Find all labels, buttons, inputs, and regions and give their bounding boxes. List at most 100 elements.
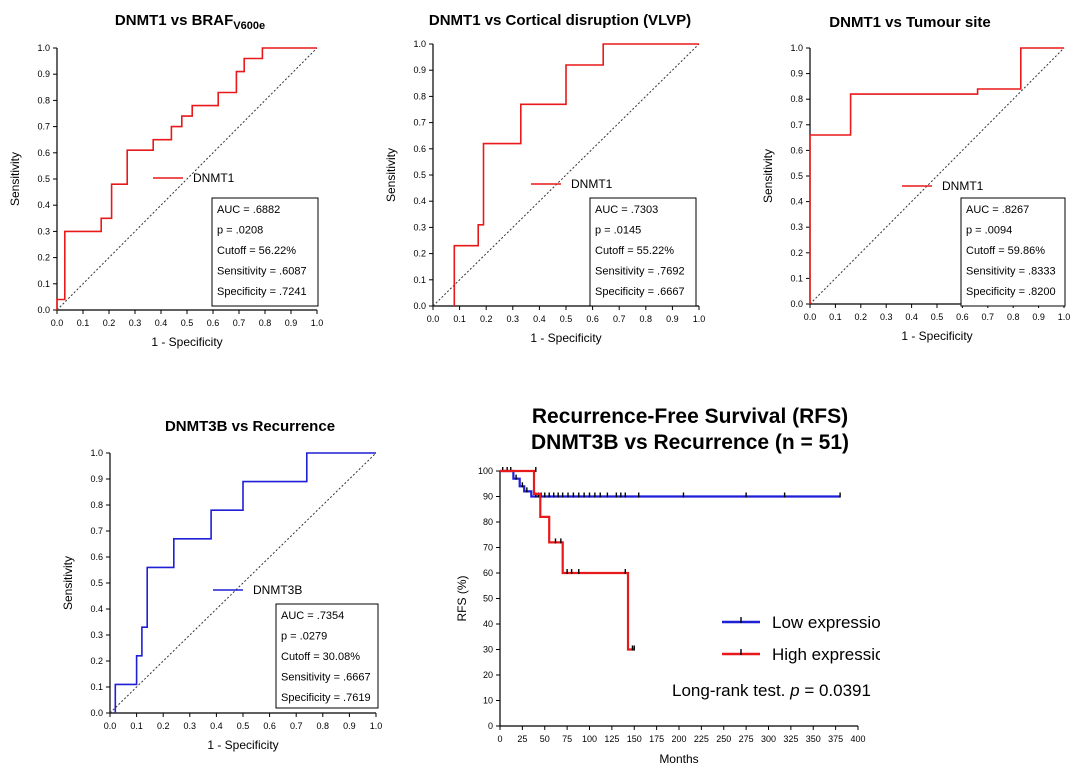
roc4-y-tick-label: 0.0 [90, 708, 103, 718]
km-x-tick-label: 275 [739, 734, 754, 744]
roc2-y-tick-label: 0.3 [413, 222, 426, 232]
roc1-title-sub: V600e [233, 20, 266, 32]
km-x-tick-label: 200 [671, 734, 686, 744]
roc3-x-tick-label: 0.4 [905, 312, 918, 322]
roc4-x-tick-label: 0.8 [317, 721, 330, 731]
roc4-stat-line: Specificity = .7619 [281, 692, 371, 704]
roc3-stat-line: Sensitivity = .8333 [966, 266, 1056, 278]
km-y-tick-label: 60 [483, 568, 493, 578]
roc1-x-tick-label: 1.0 [311, 318, 324, 328]
km-y-tick-label: 90 [483, 492, 493, 502]
roc1-stat-line: AUC = .6882 [217, 204, 280, 216]
roc1-roc-curve [56, 47, 317, 310]
roc4-y-tick-label: 0.8 [90, 500, 103, 510]
km-p-symbol: p [789, 681, 799, 700]
roc3-y-tick-label: 0.8 [790, 94, 803, 104]
km-logrank-text: Long-rank test. p = 0.0391 [672, 681, 871, 700]
roc2-x-tick-label: 0.3 [507, 314, 520, 324]
roc3-y-tick-label: 0.1 [790, 273, 803, 283]
roc3-chart: 0.00.0 0.1 0.1 0.2 0.2 0.3 0.3 0.4 0.4 0.5 0.5 0.6 0… [761, 43, 1070, 343]
km-title-line-2: DNMT3B vs Recurrence (n = 51) [530, 431, 850, 454]
roc3-stat-line: AUC = .8267 [966, 204, 1029, 216]
roc3-legend-label: DNMT1 [942, 179, 984, 193]
km-x-tick-label: 150 [627, 734, 642, 744]
km-x-tick-label: 25 [517, 734, 527, 744]
km-y-tick-label: 100 [478, 466, 493, 476]
roc2-y-tick-label: 0.5 [413, 170, 426, 180]
roc4-stat-line: Sensitivity = .6667 [281, 672, 371, 684]
roc4-stat-line: AUC = .7354 [281, 610, 344, 622]
roc4-stat-line: p = .0279 [281, 631, 327, 643]
roc3-y-tick-label: 0.5 [790, 171, 803, 181]
roc3-reference-line [809, 47, 1065, 305]
km-y-axis-label: RFS (%) [455, 576, 469, 622]
roc3-y-tick-label: 0.7 [790, 120, 803, 130]
roc2-chart: 0.00.0 0.1 0.1 0.2 0.2 0.3 0.3 0.4 0.4 0.5 0.5 0.6 0… [384, 39, 706, 345]
km-x-tick-label: 375 [828, 734, 843, 744]
roc4-y-tick-label: 0.1 [90, 682, 103, 692]
roc2-stat-line: Specificity = .6667 [595, 286, 685, 298]
roc1-y-tick-label: 0.5 [37, 174, 50, 184]
roc2-title: DNMT1 vs Cortical disruption (VLVP) [380, 12, 740, 29]
km-logrank-label: Long-rank test. [672, 681, 790, 700]
roc1-y-tick-label: 0.0 [37, 305, 50, 315]
roc1-stats-box [211, 197, 319, 307]
roc2-x-tick-label: 0.8 [640, 314, 653, 324]
roc4-title-main: DNMT3B vs Recurrence [164, 418, 336, 435]
km-x-tick-label: 350 [806, 734, 821, 744]
roc3-stat-line: p = .0094 [966, 225, 1012, 237]
roc4-x-tick-label: 0.2 [157, 721, 170, 731]
roc1-y-tick-label: 0.8 [37, 95, 50, 105]
roc4-x-tick-label: 0.3 [184, 721, 197, 731]
roc4-roc-curve [114, 452, 376, 713]
roc3-x-tick-label: 0.3 [880, 312, 893, 322]
roc1-y-tick-label: 1.0 [37, 43, 50, 53]
roc1-y-tick-label: 0.4 [37, 200, 50, 210]
roc1-y-tick-label: 0.3 [37, 226, 50, 236]
roc2-y-tick-label: 0.1 [413, 275, 426, 285]
roc2-x-tick-label: 0.2 [480, 314, 493, 324]
km-x-tick-label: 75 [562, 734, 572, 744]
roc2-y-tick-label: 0.4 [413, 196, 426, 206]
roc2-x-tick-label: 1.0 [693, 314, 706, 324]
roc2-legend-label: DNMT1 [571, 177, 613, 191]
km-y-tick-label: 40 [483, 619, 493, 629]
roc2-x-tick-label: 0.5 [560, 314, 573, 324]
roc1-x-tick-label: 0.1 [77, 318, 90, 328]
roc1-y-axis-label: Sensitivity [8, 152, 22, 206]
km-y-tick-label: 30 [483, 645, 493, 655]
roc1-y-tick-label: 0.9 [37, 69, 50, 79]
roc3-x-tick-label: 0.2 [855, 312, 868, 322]
roc1-x-tick-label: 0.4 [155, 318, 168, 328]
km-x-tick-label: 50 [540, 734, 550, 744]
roc4-x-tick-label: 0.5 [237, 721, 250, 731]
roc3-stat-line: Cutoff = 59.86% [966, 245, 1045, 257]
roc3-x-tick-label: 0.8 [1007, 312, 1020, 322]
roc3-stat-line: Specificity = .8200 [966, 286, 1056, 298]
roc3-x-tick-label: 0.0 [804, 312, 817, 322]
roc3-y-tick-label: 0.2 [790, 248, 803, 258]
km-x-tick-label: 175 [649, 734, 664, 744]
roc4-stat-line: Cutoff = 30.08% [281, 651, 360, 663]
roc1-x-tick-label: 0.9 [285, 318, 298, 328]
km-chart: 0 25 50 75 100 125 150 175 200 225 250 275 300 325 350… [455, 466, 880, 766]
roc3-y-tick-label: 0.9 [790, 69, 803, 79]
roc1-y-tick-label: 0.1 [37, 279, 50, 289]
roc2-y-tick-label: 0.2 [413, 249, 426, 259]
roc2-y-tick-label: 0.6 [413, 144, 426, 154]
roc3-x-tick-label: 0.7 [982, 312, 995, 322]
roc1-stat-line: p = .0208 [217, 225, 263, 237]
roc2-y-tick-label: 0.9 [413, 65, 426, 75]
roc2-x-tick-label: 0.1 [453, 314, 466, 324]
km-high-curve [500, 469, 635, 651]
roc1-x-tick-label: 0.5 [181, 318, 194, 328]
roc2-x-axis-label: 1 - Specificity [530, 331, 601, 345]
roc1-reference-line [56, 47, 318, 311]
roc4-x-tick-label: 0.6 [263, 721, 276, 731]
roc2-y-tick-label: 1.0 [413, 39, 426, 49]
roc3-y-tick-label: 0.4 [790, 197, 803, 207]
roc2-x-tick-label: 0.4 [533, 314, 546, 324]
roc2-y-tick-label: 0.8 [413, 91, 426, 101]
roc1-title: DNMT1 vs BRAFV600e [40, 12, 340, 32]
roc2-stat-line: p = .0145 [595, 225, 641, 237]
